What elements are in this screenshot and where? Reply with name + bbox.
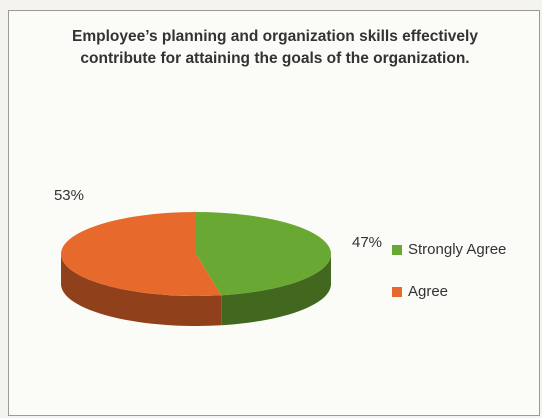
data-label: 53% bbox=[54, 187, 84, 204]
slice-top bbox=[196, 212, 332, 296]
chart-frame bbox=[8, 10, 540, 416]
slice-side bbox=[61, 254, 222, 326]
slice bbox=[196, 212, 332, 326]
legend-swatch bbox=[392, 287, 402, 297]
slice bbox=[61, 212, 222, 326]
data-label: 47% bbox=[352, 234, 382, 251]
legend-swatch bbox=[392, 245, 402, 255]
legend-label: Agree bbox=[408, 283, 448, 300]
legend-label: Strongly Agree bbox=[408, 241, 506, 258]
slice-top bbox=[61, 212, 222, 296]
slice-side bbox=[221, 254, 331, 326]
chart-title: Employee’s planning and organization ski… bbox=[72, 28, 478, 67]
